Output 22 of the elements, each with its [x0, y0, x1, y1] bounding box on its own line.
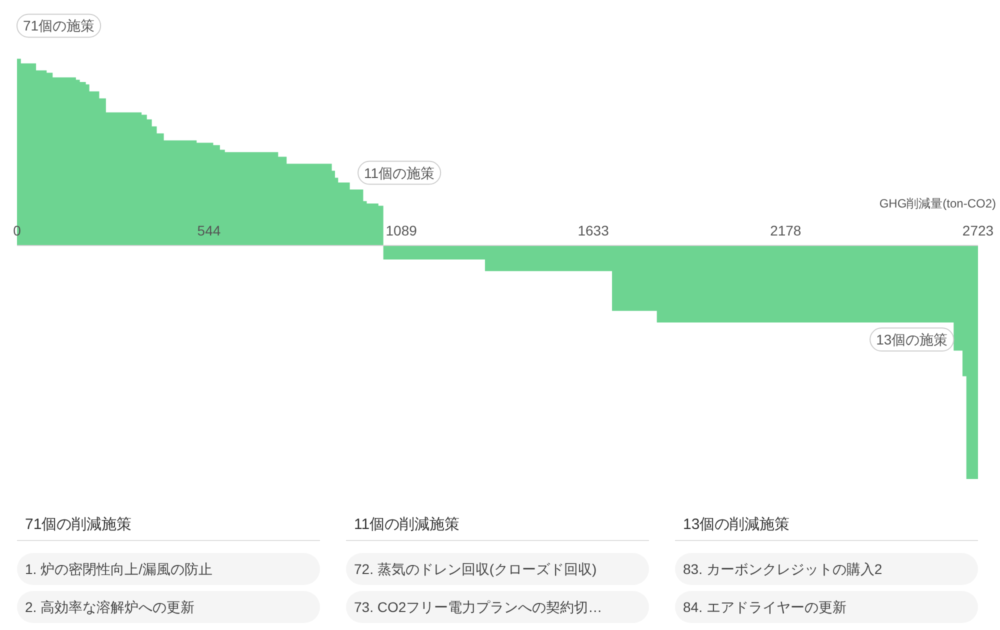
card-item: 2. 高効率な溶解炉への更新: [17, 591, 320, 623]
x-tick-label: 544: [197, 222, 221, 238]
x-tick-label: 2178: [770, 222, 802, 238]
card-item: 73. CO2フリー電力プランへの契約切…: [346, 591, 649, 623]
card-title: 11個の削減施策: [354, 516, 460, 533]
annotation: 13個の施策: [870, 328, 954, 352]
x-tick-label: 0: [13, 222, 21, 238]
annotation: 71個の施策: [23, 18, 95, 34]
x-axis-title: GHG削減量(ton-CO2): [879, 196, 996, 210]
card-item: 84. エアドライヤーの更新: [675, 591, 978, 623]
card-title: 71個の削減施策: [25, 516, 132, 533]
annotation: 13個の施策: [876, 332, 948, 348]
x-tick-label: 1633: [578, 222, 609, 238]
annotation: 71個の施策: [16, 14, 102, 38]
card-item: 1. 炉の密閉性向上/漏風の防止: [17, 553, 320, 585]
x-tick-label: 2723: [962, 222, 994, 238]
card-item: 72. 蒸気のドレン回収(クローズド回収): [346, 553, 649, 585]
annotation: 11個の施策: [364, 164, 435, 181]
card-item: 83. カーボンクレジットの購入2: [675, 553, 978, 585]
annotation: 11個の施策: [358, 160, 442, 185]
card-title: 13個の削減施策: [683, 516, 790, 533]
x-tick-label: 1089: [386, 222, 417, 238]
